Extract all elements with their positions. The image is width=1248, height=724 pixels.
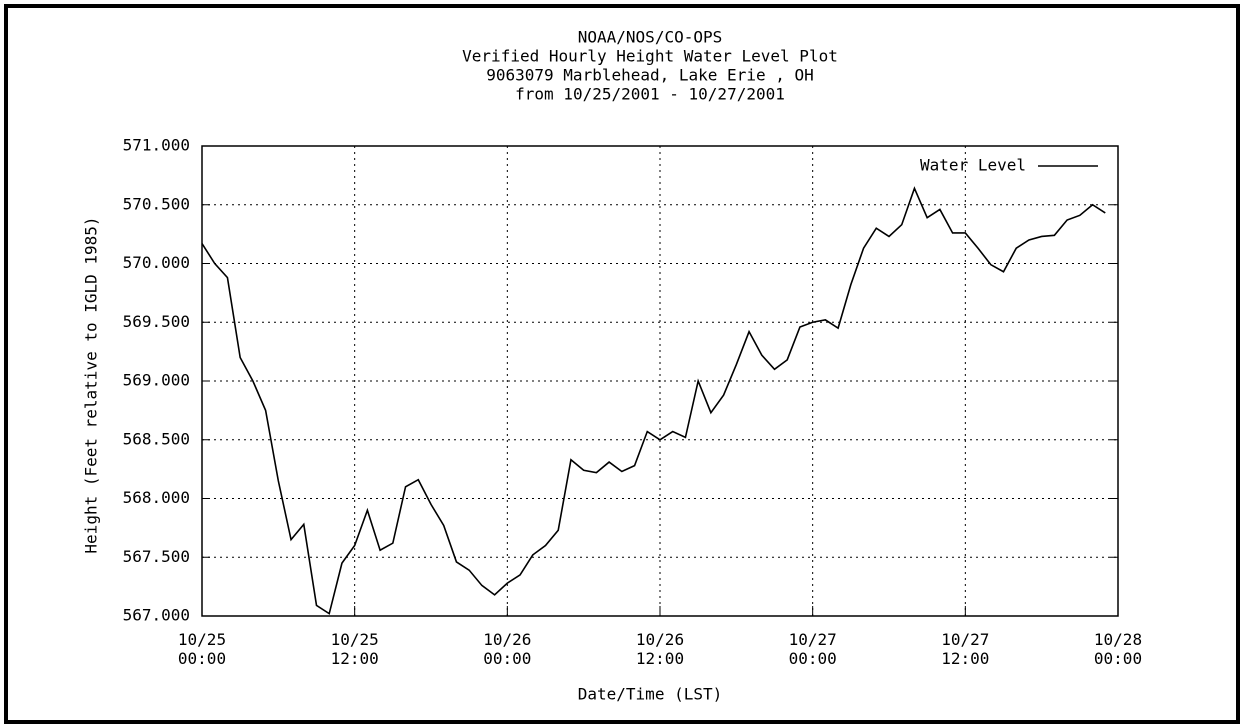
chart-title: NOAA/NOS/CO-OPS xyxy=(578,28,723,47)
x-tick-label: 10/27 12:00 xyxy=(941,630,990,668)
y-tick-label: 571.000 xyxy=(123,136,190,155)
legend-label: Water Level xyxy=(920,156,1026,175)
x-tick-label: 10/25 12:00 xyxy=(330,630,379,668)
x-axis-label: Date/Time (LST) xyxy=(578,685,723,704)
chart-title: 9063079 Marblehead, Lake Erie , OH xyxy=(486,66,814,85)
y-tick-label: 567.500 xyxy=(123,547,190,566)
y-tick-label: 568.000 xyxy=(123,488,190,507)
data-line xyxy=(201,186,1106,615)
chart-title: from 10/25/2001 - 10/27/2001 xyxy=(515,85,785,104)
y-tick-label: 569.500 xyxy=(123,312,190,331)
y-tick-label: 567.000 xyxy=(123,606,190,625)
chart-title: Verified Hourly Height Water Level Plot xyxy=(462,47,838,66)
y-axis-label: Height (Feet relative to IGLD 1985) xyxy=(82,216,101,553)
x-tick-label: 10/26 12:00 xyxy=(635,630,685,668)
y-tick-label: 570.000 xyxy=(123,253,190,272)
y-tick-label: 569.000 xyxy=(123,371,190,390)
frame xyxy=(4,4,1240,724)
x-tick-label: 10/27 00:00 xyxy=(788,630,837,668)
y-tick-label: 568.500 xyxy=(123,429,190,448)
plot-frame xyxy=(201,145,1119,617)
x-tick-label: 10/25 00:00 xyxy=(177,630,227,668)
x-tick-label: 10/28 00:00 xyxy=(1093,630,1143,668)
x-tick-label: 10/26 00:00 xyxy=(483,630,532,668)
y-tick-label: 570.500 xyxy=(123,194,190,213)
